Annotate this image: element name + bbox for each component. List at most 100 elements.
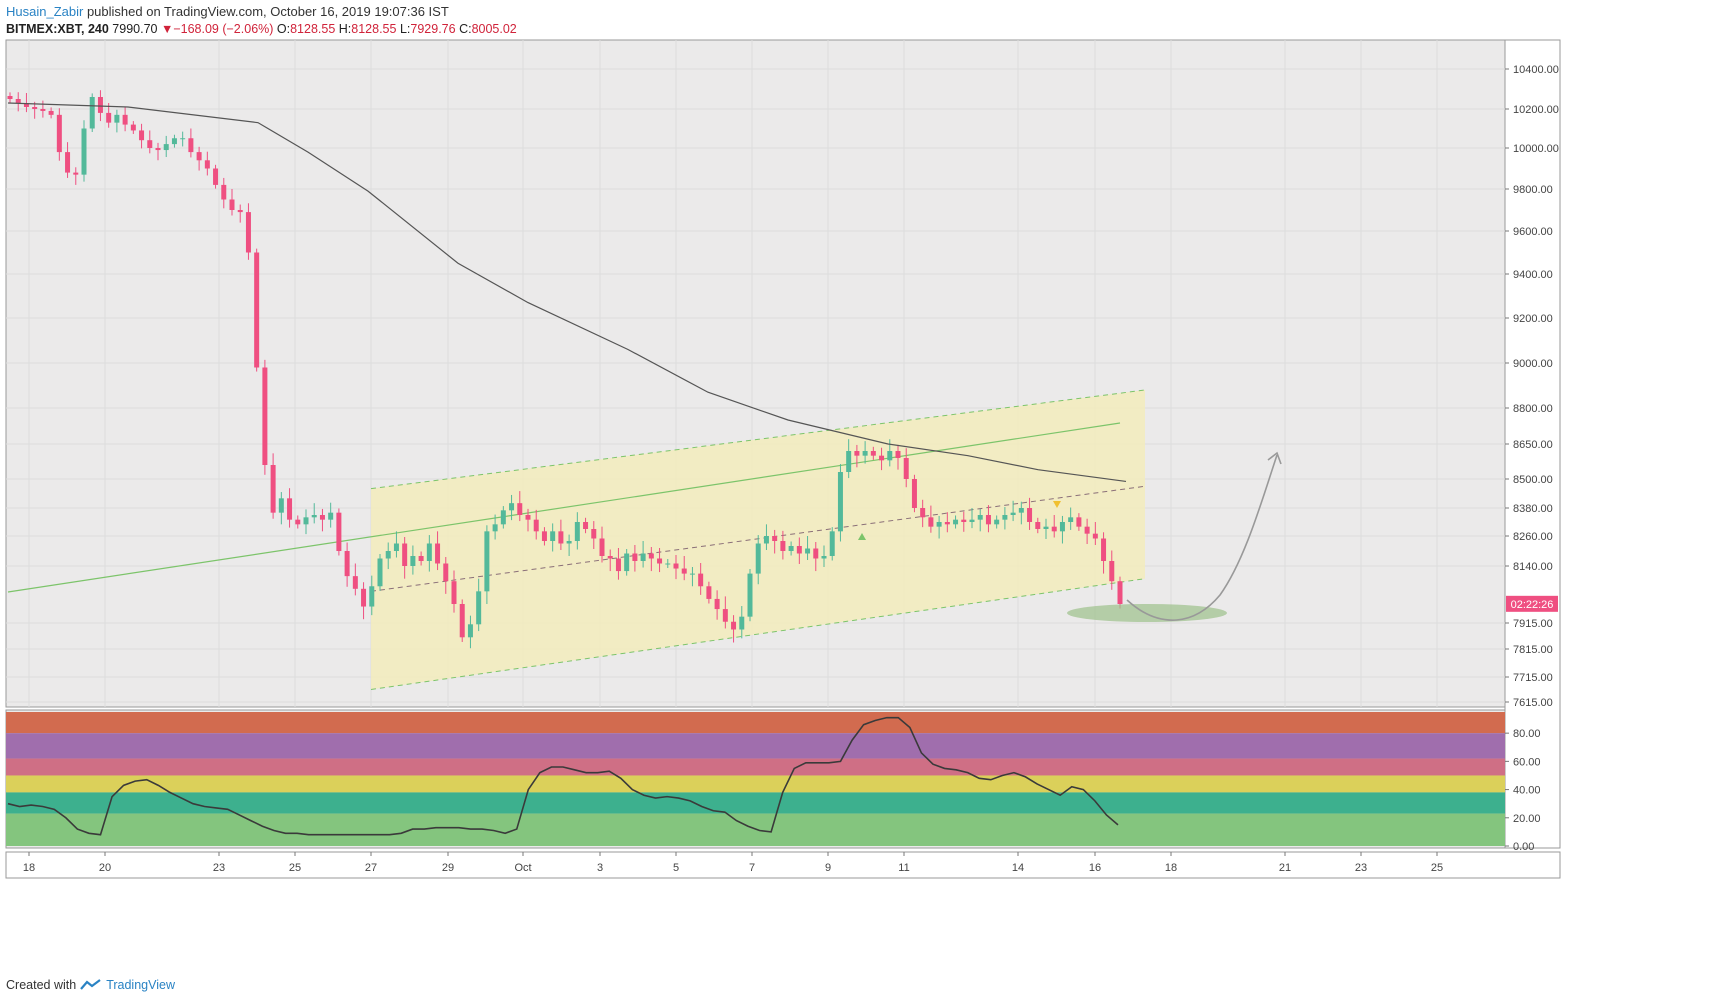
candle-body — [139, 130, 145, 141]
candle-body — [862, 451, 868, 456]
candle-body — [435, 543, 441, 564]
candle-body — [533, 519, 539, 532]
price-tick-label: 10000.00 — [1513, 143, 1559, 155]
change-value: −168.09 (−2.06%) — [173, 22, 274, 36]
candle-body — [985, 515, 991, 525]
price-tick-label: 7815.00 — [1513, 644, 1553, 656]
candle-body — [583, 522, 589, 529]
candle-body — [1092, 533, 1098, 539]
indicator-bands — [6, 712, 1505, 846]
candle-body — [689, 573, 695, 575]
indicator-axis: 80.00 60.00 40.00 20.00 0.00 — [1505, 728, 1541, 853]
candle-body — [1027, 508, 1033, 522]
candle-body — [574, 522, 580, 541]
candle-body — [56, 114, 62, 153]
candle-body — [1084, 526, 1090, 534]
candle-body — [887, 451, 893, 461]
candle-body — [451, 581, 457, 604]
time-tick-label: 9 — [825, 862, 831, 874]
time-tick-label: Oct — [514, 862, 531, 874]
candles — [7, 90, 1123, 649]
last-price: 7990.70 — [112, 22, 158, 36]
candle-body — [204, 160, 210, 169]
candle-body — [895, 451, 901, 458]
candle-body — [500, 510, 506, 525]
candle-body — [813, 548, 819, 559]
candle-body — [476, 591, 482, 625]
low-label: L: — [399, 22, 411, 36]
candle-body — [903, 458, 909, 479]
candle-body — [566, 541, 572, 544]
candle-body — [846, 451, 852, 472]
candle-body — [763, 536, 769, 544]
candle-body — [772, 536, 778, 541]
candle-body — [928, 517, 934, 527]
candle-body — [237, 210, 243, 213]
candle-body — [599, 538, 605, 556]
indicator-band — [6, 758, 1505, 776]
price-tick-label: 8650.00 — [1513, 439, 1553, 451]
price-tick-label: 10200.00 — [1513, 104, 1559, 116]
tradingview-logo-icon — [80, 979, 101, 990]
candle-body — [467, 624, 473, 638]
candle-body — [89, 97, 95, 129]
candle-body — [7, 96, 13, 99]
time-tick-label: 25 — [1431, 862, 1443, 874]
candle-body — [287, 498, 293, 520]
axis-pane — [1504, 39, 1561, 849]
candle-body — [114, 114, 120, 123]
author-link[interactable]: Husain_Zabir — [6, 4, 84, 19]
high-value: 8128.55 — [351, 22, 397, 36]
candle-body — [328, 512, 334, 520]
candle-body — [829, 531, 835, 556]
candle-body — [418, 556, 424, 561]
time-tick-label: 5 — [673, 862, 679, 874]
candle-body — [1035, 522, 1041, 529]
price-tick-label: 9000.00 — [1513, 358, 1553, 370]
candle-body — [402, 543, 408, 566]
candle-body — [130, 124, 136, 131]
candle-body — [344, 551, 350, 577]
price-tick-label: 9600.00 — [1513, 226, 1553, 238]
down-arrow-icon: ▼ — [160, 22, 174, 36]
candle-body — [385, 551, 391, 559]
candle-body — [484, 531, 490, 592]
candle-body — [23, 103, 29, 107]
footer: Created with TradingView — [6, 978, 175, 992]
indicator-tick-label: 0.00 — [1513, 841, 1534, 853]
indicator-band — [6, 775, 1505, 793]
candle-body — [278, 498, 284, 513]
candle-body — [591, 529, 597, 539]
candle-body — [1101, 538, 1107, 561]
candle-body — [550, 531, 556, 541]
candle-body — [698, 573, 704, 587]
candle-body — [961, 519, 967, 522]
tradingview-brand[interactable]: TradingView — [106, 978, 175, 992]
candle-body — [262, 367, 268, 465]
candle-body — [755, 543, 761, 574]
candle-body — [673, 563, 679, 569]
candle-body — [377, 558, 383, 587]
time-tick-label: 25 — [289, 862, 301, 874]
candle-body — [541, 531, 547, 541]
candle-body — [147, 140, 153, 148]
candle-body — [1109, 561, 1115, 582]
candle-body — [517, 503, 523, 515]
publish-line: Husain_Zabir published on TradingView.co… — [6, 4, 449, 19]
price-tick-label: 8800.00 — [1513, 403, 1553, 415]
projection-curve — [1126, 454, 1278, 621]
projection-arrow-icon — [1267, 451, 1282, 465]
candle-body — [870, 451, 876, 456]
candle-body — [1117, 581, 1123, 604]
candle-body — [837, 472, 843, 532]
candle-body — [920, 508, 926, 518]
candle-body — [311, 515, 317, 518]
candle-body — [747, 573, 753, 617]
indicator-band — [6, 733, 1505, 759]
candle-body — [640, 553, 646, 561]
candle-body — [361, 588, 367, 607]
candle-body — [1076, 517, 1082, 527]
candle-body — [911, 479, 917, 508]
candle-body — [624, 553, 630, 572]
